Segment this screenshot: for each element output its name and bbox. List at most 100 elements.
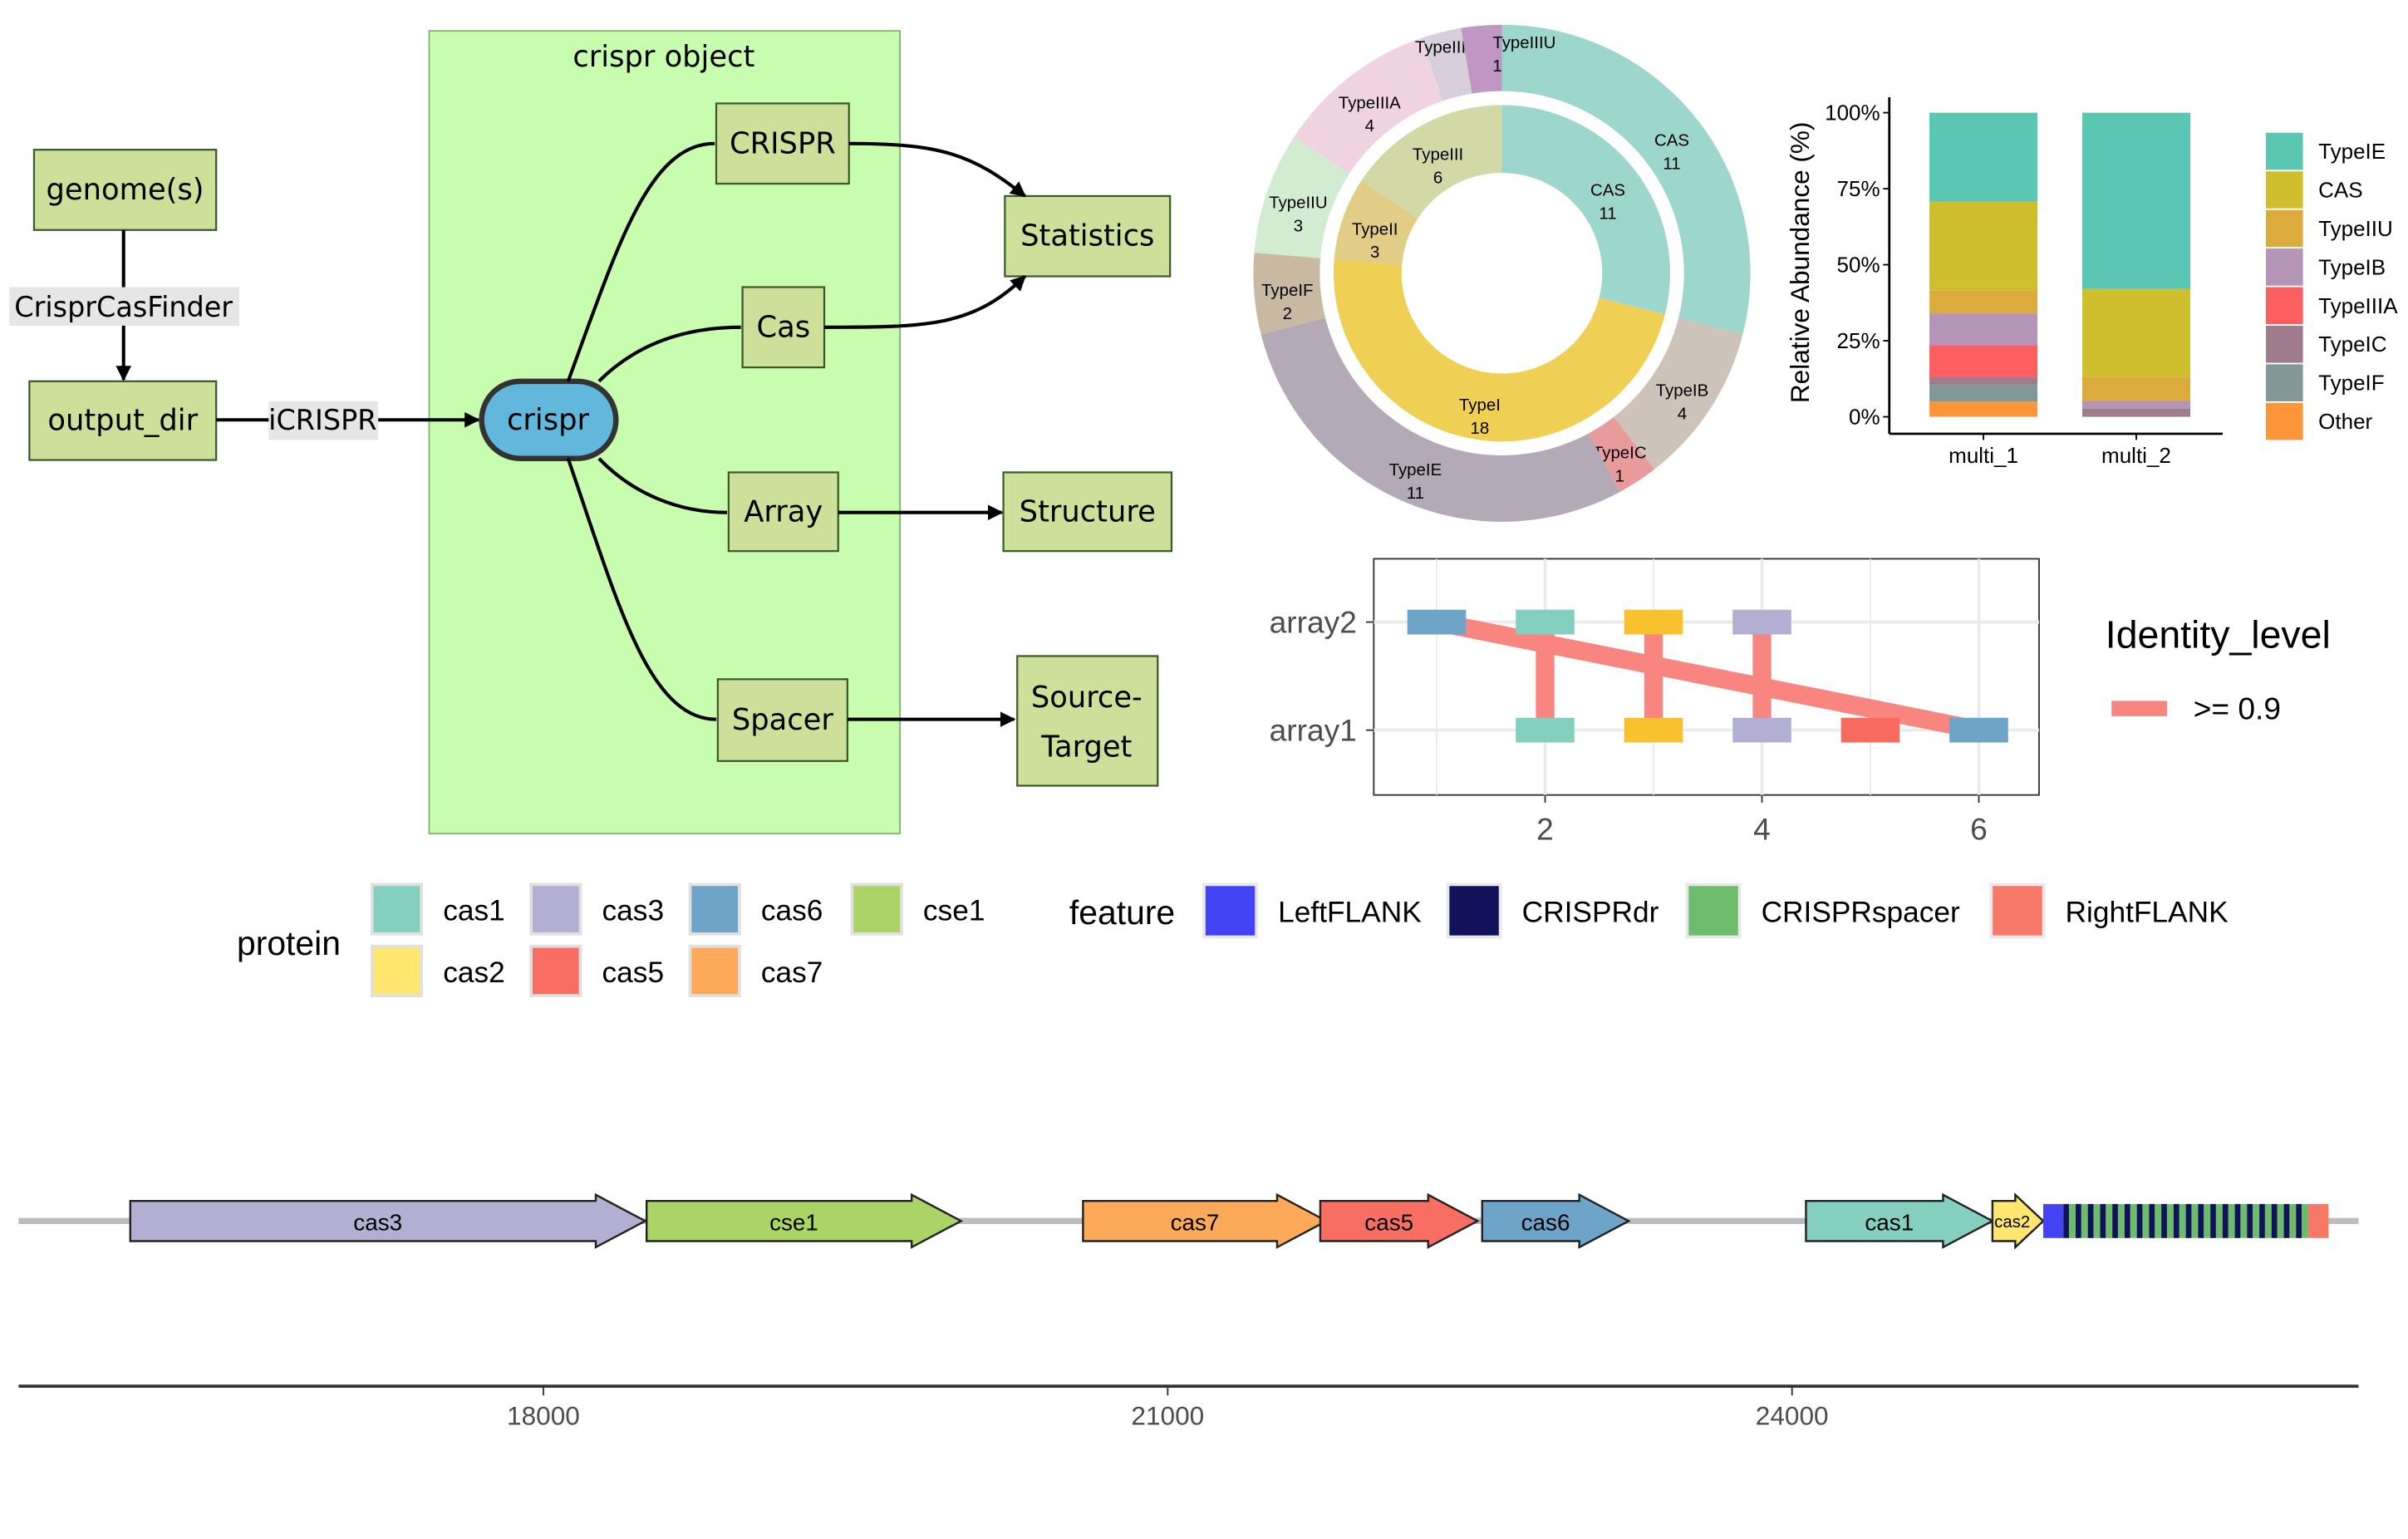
donut-slice-label: TypeIF <box>1261 282 1313 300</box>
bar-segment-multi_1-typeiiu <box>1929 290 2038 314</box>
donut-slice-label: CAS <box>1590 182 1625 200</box>
gene-label: cas1 <box>1865 1210 1914 1236</box>
crispr-to-cas-edge <box>597 325 741 383</box>
legend-label: TypeIF <box>2318 371 2384 396</box>
gene-cas3[interactable]: cas3 <box>129 1192 648 1249</box>
edge-label-bg <box>9 287 240 326</box>
crispr-to-CRISPR-edge <box>566 141 715 382</box>
y-tick-label: 0% <box>1849 405 1880 430</box>
direct-repeat <box>2271 1203 2278 1238</box>
y-tick-label: 75% <box>1837 176 1880 201</box>
bar-segment-multi_1-typeiiia <box>1929 345 2038 377</box>
donut-slice-label: TypeI <box>1459 396 1501 415</box>
node-output_dir[interactable]: output_dir <box>28 380 218 461</box>
donut-slice-outer-typeie <box>1261 317 1620 522</box>
gene-cas5[interactable]: cas5 <box>1319 1192 1480 1249</box>
gene-map-legends: protein cas1 cas3 cas6 cse1 cas2 cas5 cas7 featu… <box>237 883 2229 997</box>
x-tick-label: multi_1 <box>1949 443 2018 468</box>
direct-repeat <box>2149 1203 2155 1238</box>
bar-segment-multi_2-typeib <box>2081 401 2190 409</box>
node-crispr[interactable]: crispr <box>479 378 619 461</box>
legend-swatch-crisprdr <box>1446 883 1502 939</box>
y-tick-label: 25% <box>1837 328 1880 353</box>
legend-swatch-typeiiu <box>2266 209 2303 248</box>
node-label: Source- <box>1031 681 1143 715</box>
direct-repeat <box>2087 1203 2094 1238</box>
direct-repeat <box>2136 1203 2143 1238</box>
legend-swatch-typeiiia <box>2266 287 2303 325</box>
legend-swatch-crisprspacer <box>1685 883 1742 939</box>
workflow-diagram: crispr object genome(s) output_dir CRISPR Ca… <box>9 30 1173 835</box>
direct-repeat <box>2296 1203 2302 1238</box>
legend-label: cse1 <box>923 894 985 927</box>
donut-slice-value: 11 <box>1407 484 1424 503</box>
direct-repeat <box>2198 1203 2204 1238</box>
bar-segment-multi_1-other <box>1929 401 2038 417</box>
node-label: Statistics <box>1020 219 1154 253</box>
donut-slice-outer-typeib <box>1614 317 1743 470</box>
legend-label: CRISPRspacer <box>1762 896 1960 928</box>
direct-repeat <box>2063 1203 2069 1238</box>
node-box <box>716 678 849 762</box>
legend-label: LeftFLANK <box>1278 896 1422 928</box>
x-tick-label: multi_2 <box>2101 443 2171 468</box>
legend-swatch-cas2 <box>370 944 424 997</box>
gene-cas2[interactable]: cas2 <box>1991 1192 2045 1250</box>
legend-label: cas5 <box>602 956 665 989</box>
direct-repeat <box>2283 1203 2290 1238</box>
gene-arrow <box>1805 1192 1995 1249</box>
node-spacer[interactable]: Spacer <box>716 678 849 762</box>
donut-slice-value: 2 <box>1283 305 1292 323</box>
legend-label: cas7 <box>761 956 823 989</box>
node-crispr[interactable]: CRISPR <box>715 102 850 185</box>
node-genome[interactable]: genome(s) <box>32 149 218 231</box>
node-label: Structure <box>1020 494 1156 529</box>
legend-swatch-other <box>2266 402 2303 440</box>
donut-slice-outer-typeif <box>1253 253 1326 335</box>
spacer-array1-6 <box>1949 717 2008 743</box>
legend-label: TypeIIIA <box>2318 293 2398 318</box>
donut-slice-value: 6 <box>1433 170 1442 188</box>
donut-slice-value: 4 <box>1365 117 1374 135</box>
direct-repeat <box>2222 1203 2229 1238</box>
spacer-array2-2 <box>1516 609 1575 635</box>
x-tick-label: 18000 <box>507 1400 580 1430</box>
legend-label: cas1 <box>443 894 505 927</box>
array-alignment-plot: array2 array1 2 4 6 Identity_level >= 0.9 <box>1270 558 2331 847</box>
protein-legend-title: protein <box>237 924 341 962</box>
x-tick-label: 2 <box>1536 812 1554 847</box>
gene-cas7[interactable]: cas7 <box>1082 1192 1329 1249</box>
legend-label: >= 0.9 <box>2194 691 2281 726</box>
donut-slice-label: CAS <box>1654 132 1689 150</box>
edge-label-bg <box>268 401 379 440</box>
bar-segment-multi_1-typeic <box>1929 376 2038 386</box>
right-flank <box>2308 1203 2329 1238</box>
gene-label: cas6 <box>1521 1210 1570 1236</box>
donut-slice-value: 11 <box>1599 204 1616 223</box>
node-statistics[interactable]: Statistics <box>1004 194 1172 278</box>
donut-slice-value: 1 <box>1492 57 1501 76</box>
gene-label: cas3 <box>353 1210 402 1236</box>
y-tick-label: 50% <box>1837 253 1880 278</box>
bar-segment-multi_2-cas <box>2081 288 2190 377</box>
direct-repeat <box>2185 1203 2192 1238</box>
node-cas[interactable]: Cas <box>741 286 826 369</box>
spacer-array2-3 <box>1624 609 1683 635</box>
edge-label-crisprcasfinder: CrisprCasFinder <box>14 291 233 323</box>
gene-cse1[interactable]: cse1 <box>645 1192 964 1249</box>
node-array[interactable]: Array <box>727 471 839 553</box>
gene-cas1[interactable]: cas1 <box>1805 1192 1995 1249</box>
bar-segment-multi_1-cas <box>1929 201 2038 291</box>
node-structure[interactable]: Structure <box>1002 471 1173 553</box>
legend-swatch-typeib <box>2266 248 2303 286</box>
legend-label: cas6 <box>761 894 823 927</box>
node-box <box>479 378 619 461</box>
node-source-target[interactable]: Source- Target <box>1016 655 1159 787</box>
direct-repeat <box>2247 1203 2253 1238</box>
donut-slice-inner-typeiii <box>1361 105 1502 219</box>
left-flank <box>2042 1203 2064 1238</box>
gene-cas6[interactable]: cas6 <box>1481 1192 1631 1249</box>
donut-slice-label: TypeIC <box>1593 445 1647 463</box>
